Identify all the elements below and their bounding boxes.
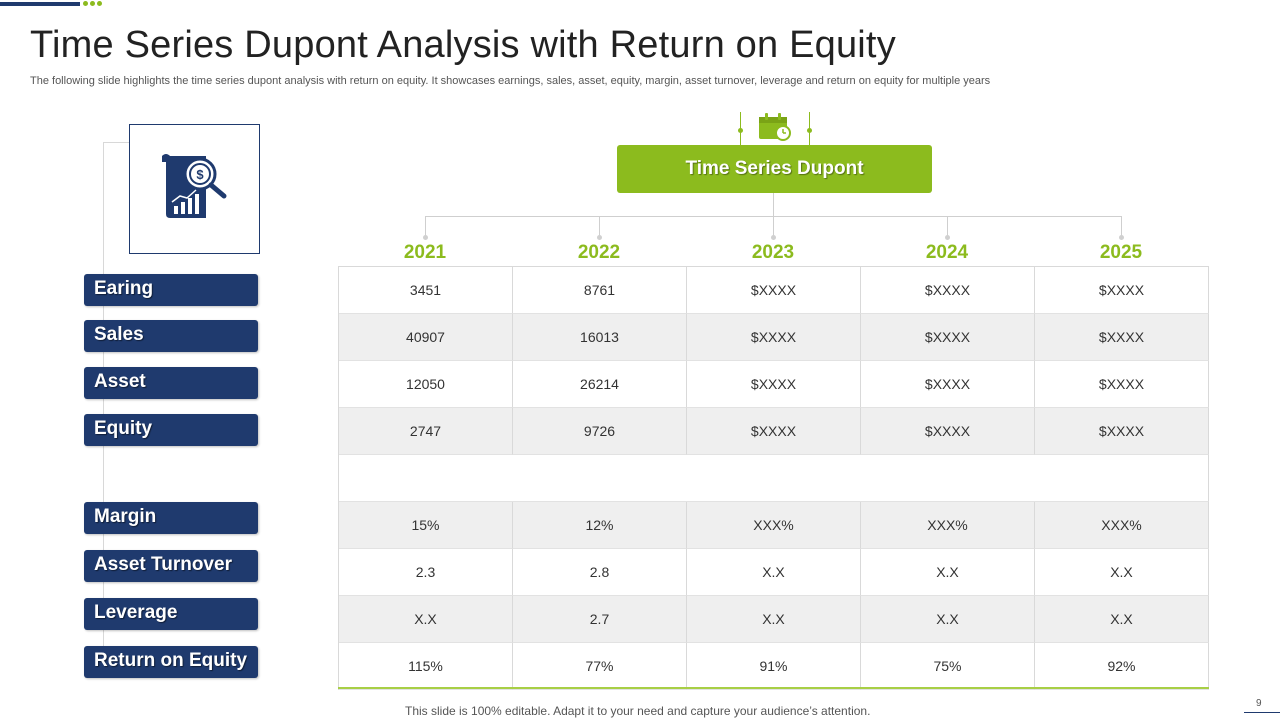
table-cell: $XXXX — [1035, 314, 1209, 361]
table-cell: $XXXX — [687, 314, 861, 361]
table-cell: $XXXX — [861, 408, 1035, 455]
table-row: 2.3 2.8 X.X X.X X.X — [339, 549, 1209, 596]
table-cell: X.X — [1035, 549, 1209, 596]
spacer-cell — [339, 455, 1209, 502]
table-cell: 3451 — [339, 267, 513, 314]
table-row-spacer — [339, 455, 1209, 502]
year-header: 2023 — [751, 242, 795, 263]
row-label-asset: Asset — [84, 367, 258, 399]
tree-drop — [947, 216, 948, 238]
table-cell: 8761 — [513, 267, 687, 314]
accent-bar — [0, 2, 80, 6]
row-label-earing: Earing — [84, 274, 258, 306]
table-cell: 12% — [513, 502, 687, 549]
table-cell: XXX% — [861, 502, 1035, 549]
financial-report-magnifier-icon: $ — [160, 152, 230, 227]
year-header: 2021 — [403, 242, 447, 263]
year-header: 2024 — [925, 242, 969, 263]
tree-dot — [597, 235, 602, 240]
svg-text:$: $ — [196, 167, 204, 182]
table-cell: 16013 — [513, 314, 687, 361]
accent-dots — [83, 1, 102, 6]
row-label-asset-turnover: Asset Turnover — [84, 550, 258, 582]
table-cell: 9726 — [513, 408, 687, 455]
table-cell: 2.7 — [513, 596, 687, 643]
analysis-icon-box: $ — [129, 124, 260, 254]
tree-dot — [945, 235, 950, 240]
page-number: 9 — [1256, 698, 1262, 709]
table-row: 15% 12% XXX% XXX% XXX% — [339, 502, 1209, 549]
table-cell: X.X — [687, 549, 861, 596]
table-cell: XXX% — [687, 502, 861, 549]
table-cell: $XXXX — [687, 361, 861, 408]
table-row: 115% 77% 91% 75% 92% — [339, 643, 1209, 690]
table-cell: $XXXX — [1035, 408, 1209, 455]
table-cell: $XXXX — [861, 314, 1035, 361]
tree-drop — [773, 216, 774, 238]
tree-drop — [425, 216, 426, 238]
table-row: 3451 8761 $XXXX $XXXX $XXXX — [339, 267, 1209, 314]
tree-stem — [773, 193, 774, 216]
row-label-return-on-equity: Return on Equity — [84, 646, 258, 678]
table-cell: $XXXX — [1035, 361, 1209, 408]
table-cell: 75% — [861, 643, 1035, 690]
table-cell: X.X — [1035, 596, 1209, 643]
table-row: 12050 26214 $XXXX $XXXX $XXXX — [339, 361, 1209, 408]
table-cell: 40907 — [339, 314, 513, 361]
tree-dot — [771, 235, 776, 240]
table-cell: X.X — [861, 549, 1035, 596]
table-cell: 12050 — [339, 361, 513, 408]
table-cell: XXX% — [1035, 502, 1209, 549]
table-cell: $XXXX — [687, 408, 861, 455]
page-number-rule — [1244, 712, 1280, 713]
table-cell: 15% — [339, 502, 513, 549]
tree-drop — [599, 216, 600, 238]
table-cell: 115% — [339, 643, 513, 690]
data-table: 3451 8761 $XXXX $XXXX $XXXX 40907 16013 … — [338, 266, 1209, 690]
table-cell: 2.8 — [513, 549, 687, 596]
table-cell: $XXXX — [687, 267, 861, 314]
year-header: 2022 — [577, 242, 621, 263]
table-row: X.X 2.7 X.X X.X X.X — [339, 596, 1209, 643]
row-label-sales: Sales — [84, 320, 258, 352]
year-header: 2025 — [1099, 242, 1143, 263]
calendar-clock-icon — [757, 112, 793, 147]
row-label-leverage: Leverage — [84, 598, 258, 630]
label-connector-top — [103, 142, 130, 143]
table-row: 2747 9726 $XXXX $XXXX $XXXX — [339, 408, 1209, 455]
row-label-margin: Margin — [84, 502, 258, 534]
table-cell: X.X — [339, 596, 513, 643]
page-title: Time Series Dupont Analysis with Return … — [30, 24, 896, 66]
table-cell: X.X — [861, 596, 1035, 643]
table-bottom-rule — [338, 687, 1209, 689]
tree-dot — [423, 235, 428, 240]
table-cell: $XXXX — [861, 361, 1035, 408]
table-cell: 2747 — [339, 408, 513, 455]
table-cell: $XXXX — [861, 267, 1035, 314]
page-subtitle: The following slide highlights the time … — [30, 75, 991, 87]
table-cell: 91% — [687, 643, 861, 690]
label-connector — [103, 142, 104, 662]
table-row: 40907 16013 $XXXX $XXXX $XXXX — [339, 314, 1209, 361]
dupont-header: Time Series Dupont — [617, 145, 932, 193]
table-cell: $XXXX — [1035, 267, 1209, 314]
table-cell: X.X — [687, 596, 861, 643]
table-cell: 77% — [513, 643, 687, 690]
calendar-frame — [738, 112, 812, 147]
tree-dot — [1119, 235, 1124, 240]
table-cell: 26214 — [513, 361, 687, 408]
table-cell: 92% — [1035, 643, 1209, 690]
footer-note: This slide is 100% editable. Adapt it to… — [405, 704, 871, 718]
table-cell: 2.3 — [339, 549, 513, 596]
tree-drop — [1121, 216, 1122, 238]
row-label-equity: Equity — [84, 414, 258, 446]
